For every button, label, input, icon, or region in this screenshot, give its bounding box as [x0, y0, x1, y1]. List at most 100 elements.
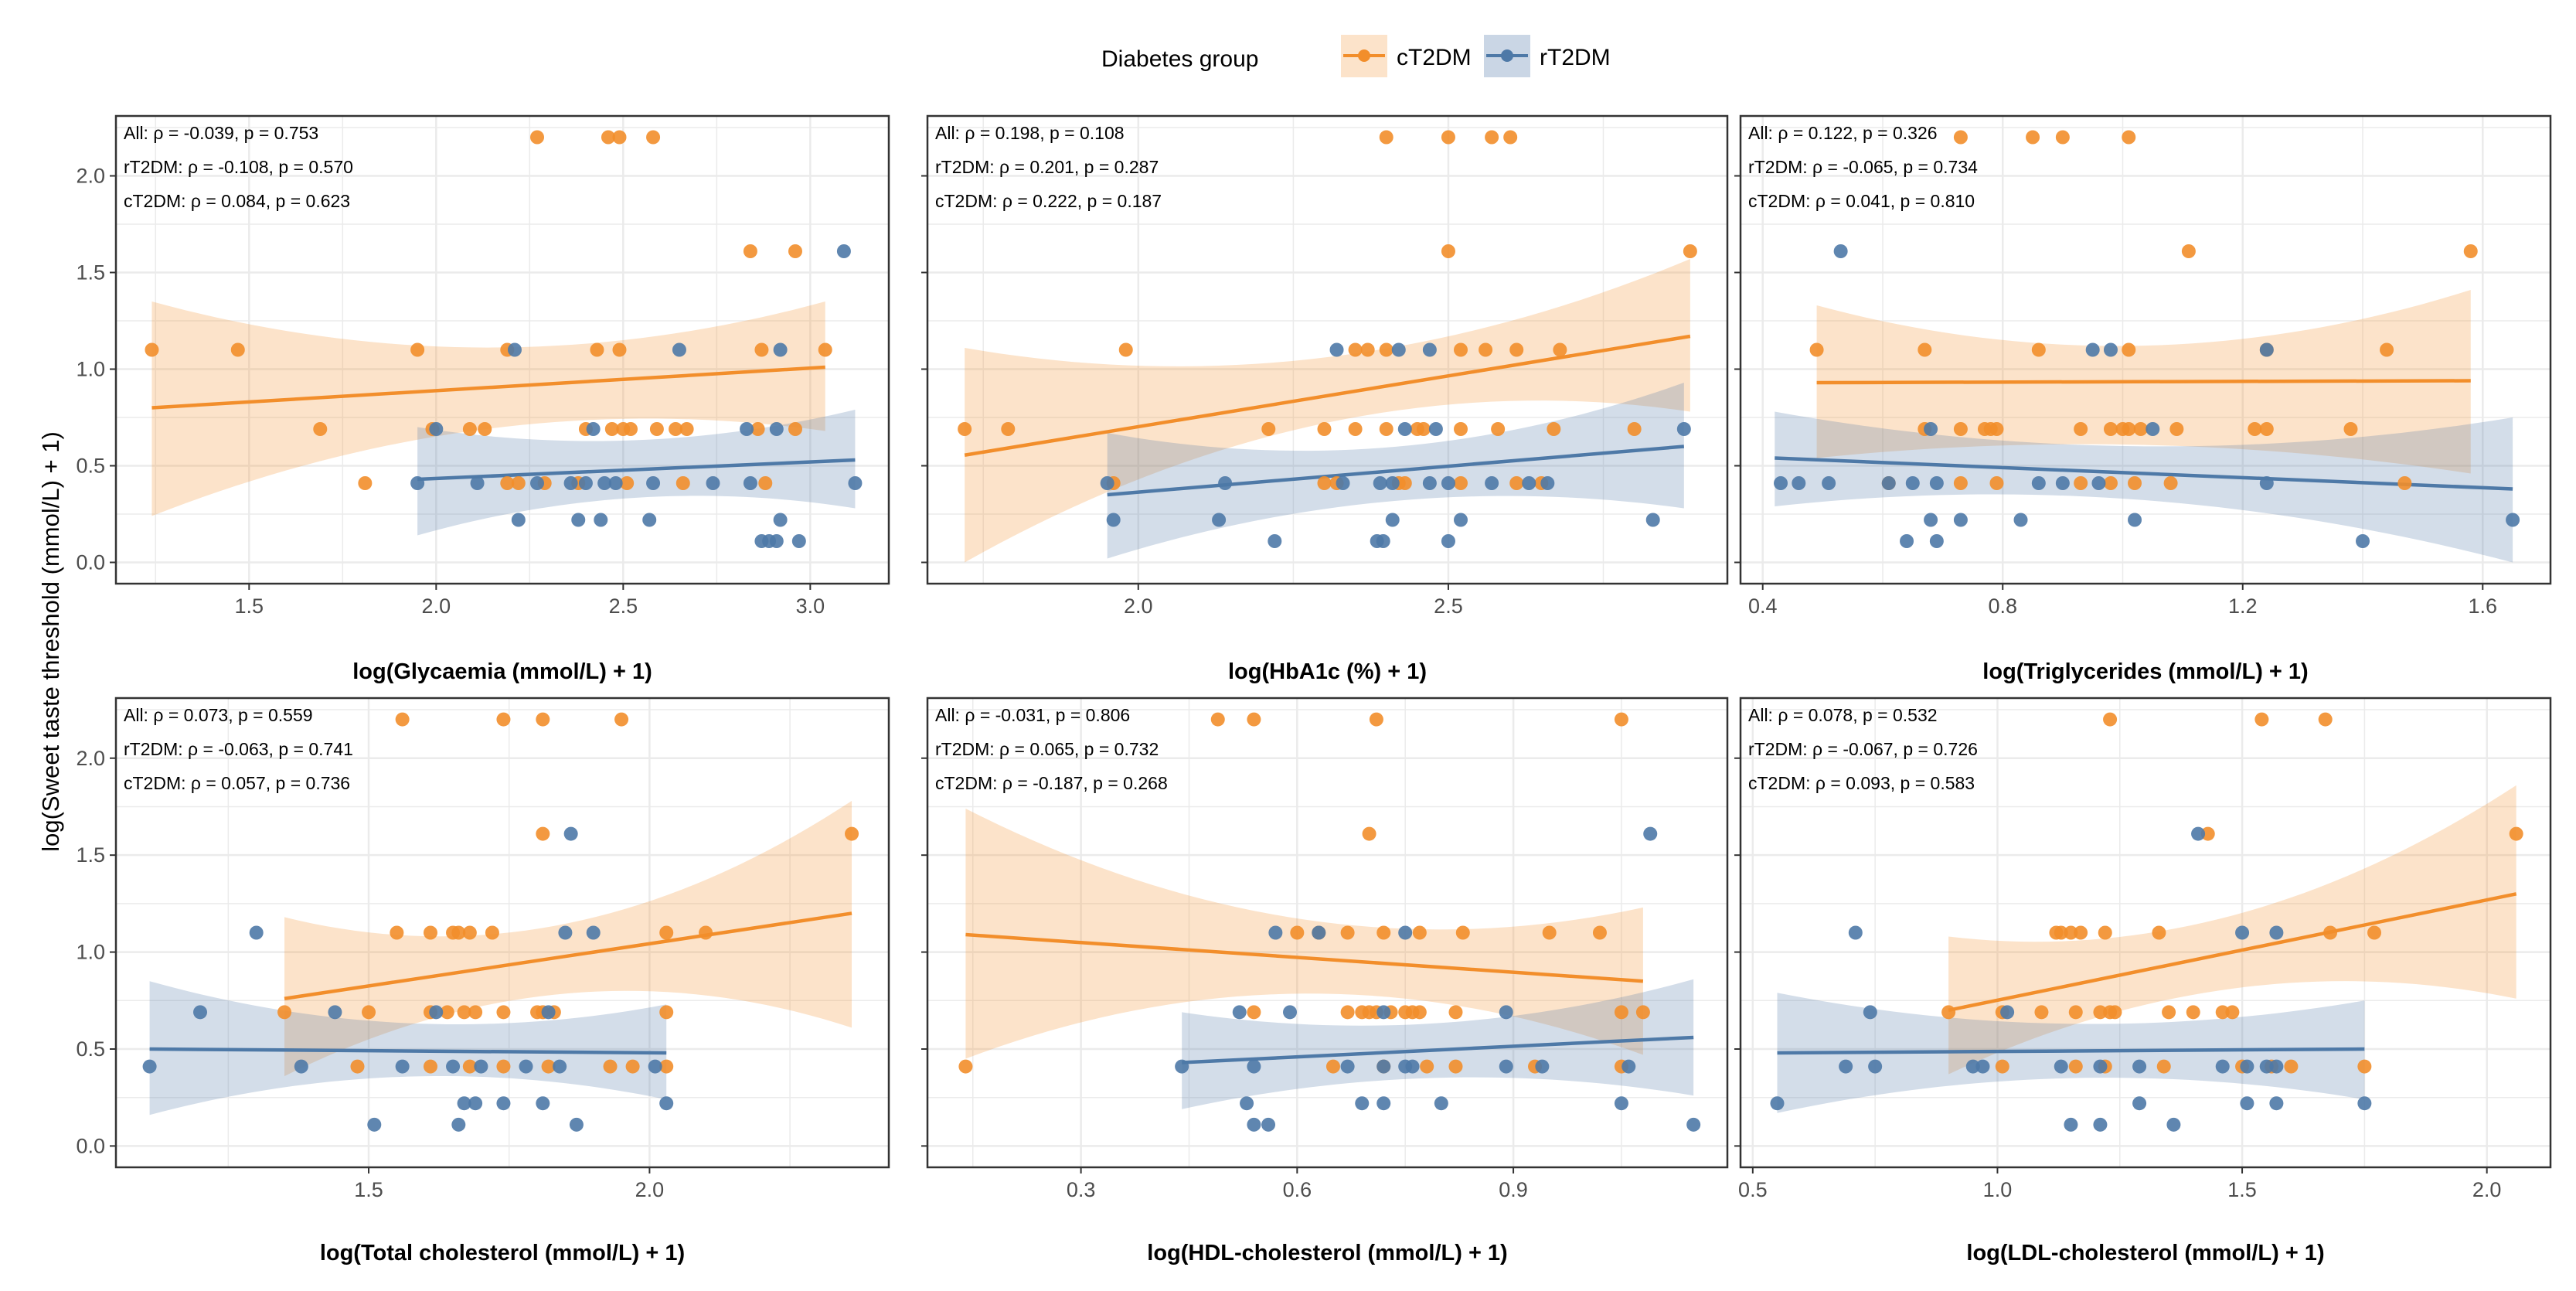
data-point-cT2DM — [1485, 130, 1499, 145]
data-point-cT2DM — [277, 1005, 292, 1020]
x-tick-label: 1.6 — [2469, 594, 2498, 618]
ci-band-rT2DM — [1182, 979, 1694, 1109]
panel-6: All: ρ = 0.078, p = 0.532 rT2DM: ρ = -0.0… — [1734, 697, 2552, 1265]
data-point-cT2DM — [1397, 476, 1412, 490]
data-point-cT2DM — [2215, 1005, 2230, 1020]
data-point-cT2DM — [1941, 1005, 1956, 1020]
legend-item-rT2DM: rT2DM — [1484, 35, 1611, 77]
data-point-cT2DM — [1416, 422, 1431, 436]
data-point-rT2DM — [2166, 1117, 2181, 1132]
x-axis-title: log(Triglycerides (mmol/L) + 1) — [1982, 659, 2308, 684]
data-point-rT2DM — [773, 513, 788, 527]
data-point-cT2DM — [818, 342, 832, 357]
data-point-rT2DM — [1422, 476, 1437, 490]
data-point-cT2DM — [1809, 342, 1824, 357]
data-point-rT2DM — [507, 342, 522, 357]
data-point-rT2DM — [1770, 1096, 1785, 1111]
data-point-cT2DM — [788, 422, 802, 436]
x-tick-label: 2.0 — [1124, 594, 1153, 618]
panel-border — [114, 697, 890, 1169]
data-point-cT2DM — [1412, 1005, 1427, 1020]
y-tick-label: 0.0 — [76, 1134, 105, 1157]
data-point-cT2DM — [1348, 342, 1363, 357]
data-point-cT2DM — [1454, 476, 1468, 490]
data-point-rT2DM — [1900, 534, 1914, 548]
data-point-rT2DM — [1247, 1059, 1261, 1074]
panel-5: All: ρ = -0.031, p = 0.806 rT2DM: ρ = 0.0… — [921, 697, 1729, 1265]
data-point-rT2DM — [1540, 476, 1555, 490]
data-point-cT2DM — [669, 422, 683, 436]
data-point-cT2DM — [1995, 1059, 2009, 1074]
data-point-cT2DM — [625, 1059, 640, 1074]
data-point-cT2DM — [451, 925, 466, 940]
data-point-cT2DM — [530, 130, 545, 145]
x-tick-label: 2.0 — [422, 594, 451, 618]
data-point-cT2DM — [590, 342, 604, 357]
x-tick-label: 1.5 — [354, 1178, 383, 1201]
data-point-cT2DM — [1592, 925, 1607, 940]
data-point-rT2DM — [1340, 1059, 1355, 1074]
data-point-cT2DM — [2074, 476, 2088, 490]
data-point-cT2DM — [2343, 422, 2358, 436]
data-point-rT2DM — [1868, 1059, 1883, 1074]
data-point-cT2DM — [2181, 244, 2196, 258]
data-point-rT2DM — [646, 476, 661, 490]
data-point-rT2DM — [2191, 826, 2206, 841]
correlation-annotation: All: ρ = -0.031, p = 0.806 — [935, 705, 1130, 725]
data-point-cT2DM — [1614, 1005, 1628, 1020]
data-point-cT2DM — [468, 1005, 483, 1020]
ci-band-rT2DM — [417, 410, 856, 536]
data-point-rT2DM — [1953, 513, 1968, 527]
data-point-rT2DM — [1434, 1096, 1448, 1111]
data-point-cT2DM — [2074, 422, 2088, 436]
x-axis-title: log(Glycaemia (mmol/L) + 1) — [352, 659, 652, 684]
panel-3: All: ρ = 0.122, p = 0.326 rT2DM: ρ = -0.0… — [1734, 114, 2552, 684]
x-tick-label: 2.0 — [635, 1178, 665, 1201]
fit-line-rT2DM — [417, 458, 856, 482]
data-point-cT2DM — [1509, 476, 1524, 490]
data-point-cT2DM — [423, 925, 437, 940]
data-point-cT2DM — [2186, 1005, 2200, 1020]
data-point-cT2DM — [457, 1005, 471, 1020]
data-point-rT2DM — [519, 1059, 533, 1074]
data-point-cT2DM — [1491, 422, 1506, 436]
data-point-rT2DM — [2259, 342, 2274, 357]
data-point-cT2DM — [2254, 712, 2269, 727]
data-point-rT2DM — [769, 422, 784, 436]
data-point-cT2DM — [1441, 130, 1455, 145]
data-point-cT2DM — [500, 476, 515, 490]
data-point-cT2DM — [620, 476, 635, 490]
y-tick-label: 1.5 — [76, 261, 105, 284]
x-tick-label: 0.9 — [1499, 1178, 1528, 1201]
data-point-rT2DM — [1441, 534, 1455, 548]
data-point-rT2DM — [1106, 513, 1121, 527]
data-point-rT2DM — [1499, 1005, 1513, 1020]
data-point-cT2DM — [1412, 925, 1427, 940]
data-point-cT2DM — [358, 476, 373, 490]
data-point-cT2DM — [2128, 476, 2142, 490]
data-point-cT2DM — [2380, 342, 2394, 357]
data-point-rT2DM — [2000, 1005, 2015, 1020]
y-tick-label: 0.0 — [76, 551, 105, 574]
data-point-rT2DM — [563, 826, 578, 841]
data-point-cT2DM — [145, 342, 159, 357]
data-point-rT2DM — [1376, 1096, 1391, 1111]
data-point-rT2DM — [2128, 513, 2142, 527]
data-point-cT2DM — [1635, 1005, 1650, 1020]
legend-title: Diabetes group — [1101, 46, 1258, 72]
data-point-cT2DM — [649, 422, 664, 436]
data-point-cT2DM — [2122, 130, 2136, 145]
data-point-rT2DM — [2093, 1059, 2108, 1074]
data-point-cT2DM — [1317, 476, 1332, 490]
data-point-rT2DM — [536, 1096, 550, 1111]
correlation-annotation: cT2DM: ρ = 0.041, p = 0.810 — [1748, 191, 1975, 211]
data-point-cT2DM — [362, 1005, 376, 1020]
y-axis-title: log(Sweet taste threshold (mmol/L) + 1) — [37, 431, 64, 852]
data-point-rT2DM — [740, 422, 754, 436]
fit-line-cT2DM — [1816, 379, 2471, 385]
data-point-cT2DM — [1683, 244, 1697, 258]
fit-line-rT2DM — [1182, 1035, 1694, 1064]
data-point-cT2DM — [2509, 826, 2523, 841]
panel-4: All: ρ = 0.073, p = 0.559 rT2DM: ρ = -0.0… — [76, 697, 890, 1265]
